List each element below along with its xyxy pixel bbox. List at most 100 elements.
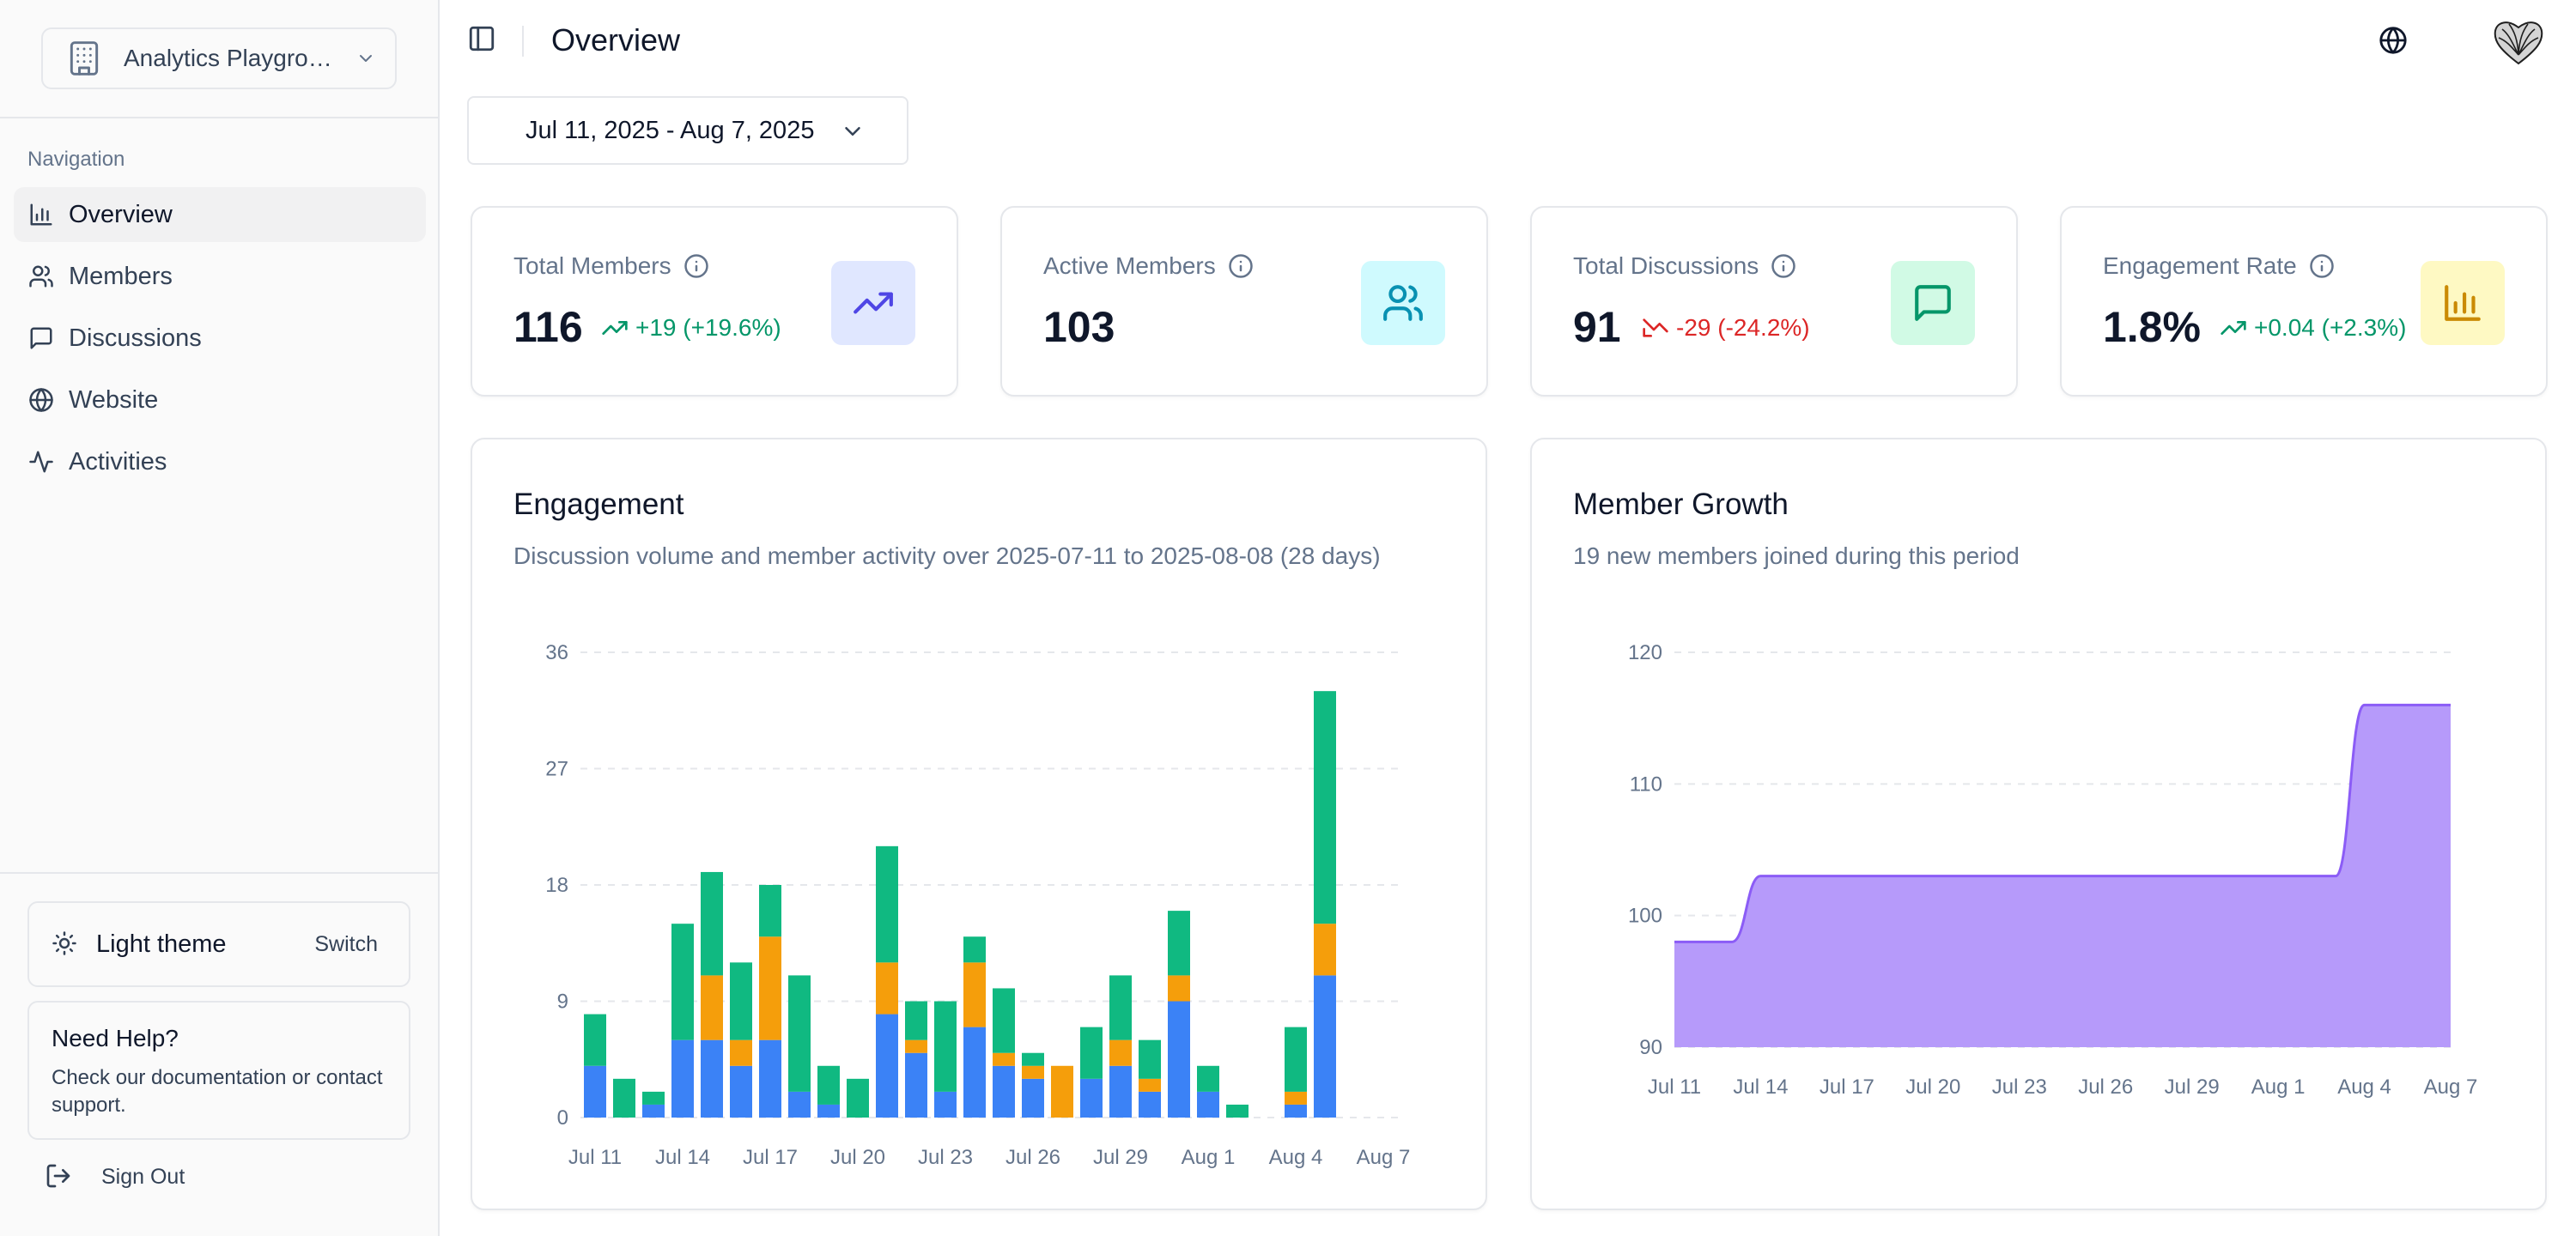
kpi-badge bbox=[2421, 261, 2505, 345]
sidebar-item-members[interactable]: Members bbox=[14, 249, 426, 304]
bar-segment-orange bbox=[1139, 1078, 1161, 1092]
y-tick-label: 110 bbox=[1630, 772, 1662, 796]
sidebar-item-overview[interactable]: Overview bbox=[14, 187, 426, 242]
x-tick-label: Jul 17 bbox=[743, 1146, 798, 1169]
bar-segment-orange bbox=[1109, 1039, 1132, 1066]
bar-segment-orange bbox=[993, 1052, 1015, 1066]
x-tick-label: Jul 23 bbox=[1992, 1075, 2047, 1099]
trending-up-icon bbox=[601, 314, 629, 342]
x-tick-label: Jul 26 bbox=[1005, 1146, 1060, 1169]
sidebar-item-website[interactable]: Website bbox=[14, 373, 426, 427]
x-tick-label: Aug 7 bbox=[2424, 1075, 2478, 1099]
member-growth-card: Member Growth 19 new members joined duri… bbox=[1530, 438, 2547, 1210]
nav-heading: Navigation bbox=[27, 148, 125, 171]
member-growth-area-chart: 90 100 110 120 Jul 11 Jul 14 Jul 17 Jul 20 Jul 2… bbox=[1628, 641, 2478, 1099]
message-square-icon bbox=[27, 324, 55, 352]
y-tick-label: 27 bbox=[545, 758, 568, 781]
kpi-badge bbox=[1891, 261, 1975, 345]
x-tick-label: Aug 1 bbox=[2251, 1075, 2306, 1099]
avatar[interactable] bbox=[2492, 17, 2545, 65]
bar-segment-blue bbox=[905, 1052, 927, 1118]
log-out-icon bbox=[45, 1162, 74, 1191]
info-icon[interactable] bbox=[683, 253, 709, 279]
y-tick-label: 100 bbox=[1628, 905, 1662, 928]
y-tick-label: 0 bbox=[557, 1106, 568, 1130]
x-tick-label: Jul 20 bbox=[830, 1146, 885, 1169]
y-tick-label: 90 bbox=[1639, 1036, 1662, 1059]
kpi-title-row: Engagement Rate bbox=[2103, 252, 2335, 280]
kpi-delta: +19 (+19.6%) bbox=[601, 314, 781, 342]
bar-chart-icon bbox=[27, 201, 55, 228]
page-title: Overview bbox=[551, 22, 681, 58]
bar-segment-green bbox=[1314, 691, 1336, 924]
x-tick-label: Jul 20 bbox=[1905, 1075, 1960, 1099]
sign-out-button[interactable]: Sign Out bbox=[45, 1162, 185, 1191]
kpi-title: Engagement Rate bbox=[2103, 252, 2297, 279]
bar-segment-green bbox=[701, 871, 723, 976]
help-title: Need Help? bbox=[52, 1025, 179, 1051]
kpi-value: 1.8% bbox=[2103, 303, 2201, 351]
kpi-delta-text: +0.04 (+2.3%) bbox=[2254, 314, 2407, 341]
info-icon[interactable] bbox=[1771, 253, 1796, 279]
sidebar-item-label: Discussions bbox=[69, 324, 202, 352]
sidebar-item-activities[interactable]: Activities bbox=[14, 434, 426, 489]
y-tick-label: 120 bbox=[1628, 641, 1662, 664]
date-range-picker[interactable]: Jul 11, 2025 - Aug 7, 2025 bbox=[467, 96, 908, 165]
bar-segment-orange bbox=[701, 975, 723, 1040]
x-tick-label: Jul 11 bbox=[568, 1146, 622, 1169]
bar-segment-green bbox=[1197, 1065, 1219, 1092]
card-title: Member Growth bbox=[1573, 488, 1789, 521]
bar-segment-green bbox=[759, 885, 781, 937]
bar-segment-green bbox=[1285, 1027, 1307, 1092]
x-tick-label: Jul 17 bbox=[1820, 1075, 1874, 1099]
sidebar-toggle-icon[interactable] bbox=[467, 24, 498, 55]
chevron-down-icon bbox=[355, 48, 376, 69]
kpi-badge bbox=[1361, 261, 1445, 345]
workspace-switcher[interactable]: Analytics Playground bbox=[41, 27, 397, 89]
bar-segment-blue bbox=[1197, 1091, 1219, 1118]
users-icon bbox=[1382, 282, 1425, 324]
chevron-down-icon bbox=[840, 118, 866, 144]
bar-segment-blue bbox=[701, 1039, 723, 1118]
globe-icon bbox=[27, 386, 55, 414]
kpi-value: 116 bbox=[513, 303, 583, 351]
bar-chart-icon bbox=[2441, 282, 2484, 324]
card-title: Engagement bbox=[513, 488, 684, 521]
bar-segment-green bbox=[1139, 1039, 1161, 1079]
globe-icon[interactable] bbox=[2379, 26, 2409, 57]
kpi-delta-text: +19 (+19.6%) bbox=[635, 314, 781, 341]
bar-segment-green bbox=[1168, 911, 1190, 976]
x-tick-label: Jul 11 bbox=[1648, 1075, 1701, 1099]
bar-segment-green bbox=[1109, 975, 1132, 1040]
date-range-label: Jul 11, 2025 - Aug 7, 2025 bbox=[526, 116, 815, 144]
sidebar-divider bbox=[0, 117, 438, 118]
sidebar-item-label: Activities bbox=[69, 447, 167, 476]
kpi-value: 103 bbox=[1043, 303, 1115, 351]
bar-segment-green bbox=[1022, 1052, 1044, 1066]
trending-up-icon bbox=[852, 282, 895, 324]
kpi-card-engagement-rate: Engagement Rate 1.8% +0.04 (+2.3%) bbox=[2060, 206, 2548, 397]
kpi-title: Total Members bbox=[513, 252, 671, 279]
theme-switch-button[interactable]: Switch bbox=[306, 925, 386, 964]
sidebar-item-label: Website bbox=[69, 385, 159, 414]
info-icon[interactable] bbox=[2309, 253, 2335, 279]
x-tick-label: Jul 29 bbox=[2165, 1075, 2220, 1099]
bar-segment-blue bbox=[1139, 1091, 1161, 1118]
sidebar-item-discussions[interactable]: Discussions bbox=[14, 311, 426, 366]
bar-segment-orange bbox=[1314, 924, 1336, 976]
kpi-badge bbox=[831, 261, 915, 345]
bar-segment-orange bbox=[963, 962, 986, 1027]
bar-segment-orange bbox=[1022, 1065, 1044, 1079]
header-separator bbox=[522, 26, 524, 57]
bar-segment-blue bbox=[671, 1039, 694, 1118]
bar-segment-blue bbox=[1168, 1001, 1190, 1118]
sidebar-nav: Overview Members Discussions Website Act… bbox=[14, 187, 426, 496]
info-icon[interactable] bbox=[1228, 253, 1254, 279]
theme-toggle: Light theme Switch bbox=[27, 901, 410, 987]
bar-segment-orange bbox=[1051, 1065, 1073, 1118]
bar-segment-orange bbox=[1168, 975, 1190, 1002]
bar-segment-orange bbox=[905, 1039, 927, 1053]
bar-segment-green bbox=[934, 1001, 957, 1092]
bar-segment-green bbox=[788, 975, 811, 1092]
growth-line bbox=[1674, 703, 2451, 943]
